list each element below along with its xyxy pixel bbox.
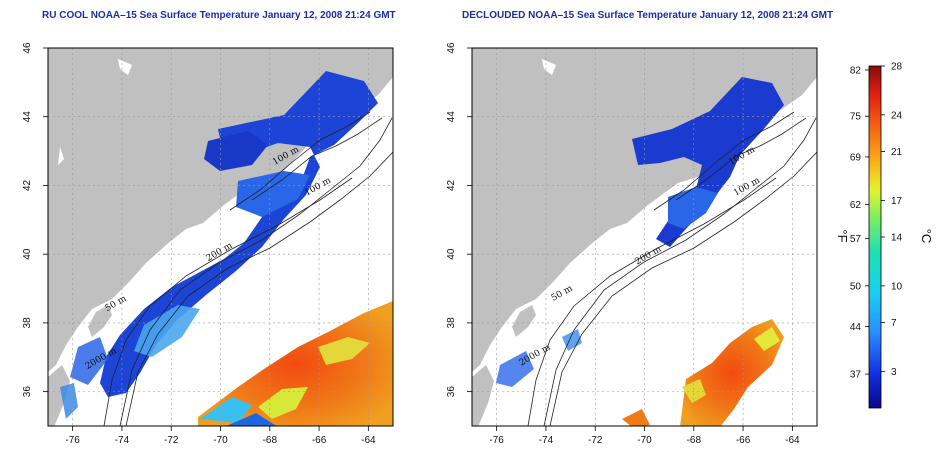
celsius-tick-label: 3 <box>891 367 897 378</box>
left-map-axes: -76 -74 -72 -70 -68 -66 -64 36 38 40 42 44 46 <box>22 42 376 446</box>
fahrenheit-tick-label: 62 <box>850 200 862 211</box>
x-tick-label: -64 <box>785 435 800 446</box>
fahrenheit-tick-label: 75 <box>850 112 862 123</box>
fahrenheit-tick-label: 50 <box>850 281 862 292</box>
x-tick-label: -76 <box>489 435 504 446</box>
celsius-tick-label: 24 <box>891 110 903 121</box>
right-panel-title: DECLOUDED NOAA–15 Sea Surface Temperatur… <box>462 10 834 21</box>
celsius-unit-label: °C <box>919 229 934 244</box>
x-tick-label: -68 <box>687 435 702 446</box>
celsius-tick-label: 21 <box>891 147 903 158</box>
x-tick-label: -72 <box>588 435 603 446</box>
left-panel-title: RU COOL NOAA–15 Sea Surface Temperature … <box>42 10 396 21</box>
y-tick-label: 46 <box>446 42 457 54</box>
y-tick-label: 38 <box>446 317 457 329</box>
celsius-tick-label: 7 <box>891 318 897 329</box>
y-tick-label: 36 <box>22 386 33 398</box>
right-bathymetry-contours <box>527 111 817 426</box>
fahrenheit-tick-label: 37 <box>850 370 862 381</box>
x-tick-label: -68 <box>263 435 278 446</box>
x-tick-label: -66 <box>736 435 751 446</box>
left-map-grid <box>48 47 393 426</box>
fahrenheit-tick-label: 44 <box>850 322 862 333</box>
y-tick-label: 40 <box>446 248 457 260</box>
fahrenheit-tick-label: 69 <box>850 152 862 163</box>
y-tick-label: 44 <box>22 111 33 123</box>
x-tick-label: -74 <box>115 435 130 446</box>
fahrenheit-tick-label: 82 <box>850 66 862 77</box>
y-tick-label: 38 <box>22 317 33 329</box>
fahrenheit-unit-label: °F <box>835 229 850 242</box>
fahrenheit-tick-label: 57 <box>850 234 862 245</box>
celsius-tick-label: 10 <box>891 281 903 292</box>
celsius-tick-label: 28 <box>891 62 903 73</box>
y-tick-label: 44 <box>446 111 457 123</box>
x-tick-label: -66 <box>312 435 327 446</box>
y-tick-label: 36 <box>446 386 457 398</box>
y-tick-label: 42 <box>446 179 457 191</box>
x-tick-label: -64 <box>361 435 376 446</box>
left-bathymetry-contours <box>103 111 393 426</box>
x-tick-label: -74 <box>539 435 554 446</box>
y-tick-label: 46 <box>22 42 33 54</box>
right-map-grid <box>472 47 817 426</box>
y-tick-label: 40 <box>22 248 33 260</box>
x-tick-label: -72 <box>164 435 179 446</box>
right-map-axes: -76 -74 -72 -70 -68 -66 -64 36 38 40 42 44 46 <box>446 42 800 446</box>
x-tick-label: -70 <box>637 435 652 446</box>
x-tick-label: -70 <box>213 435 228 446</box>
y-tick-label: 42 <box>22 179 33 191</box>
celsius-tick-label: 14 <box>891 233 903 244</box>
colorbar <box>868 65 882 409</box>
celsius-tick-label: 17 <box>891 196 903 207</box>
x-tick-label: -76 <box>65 435 80 446</box>
